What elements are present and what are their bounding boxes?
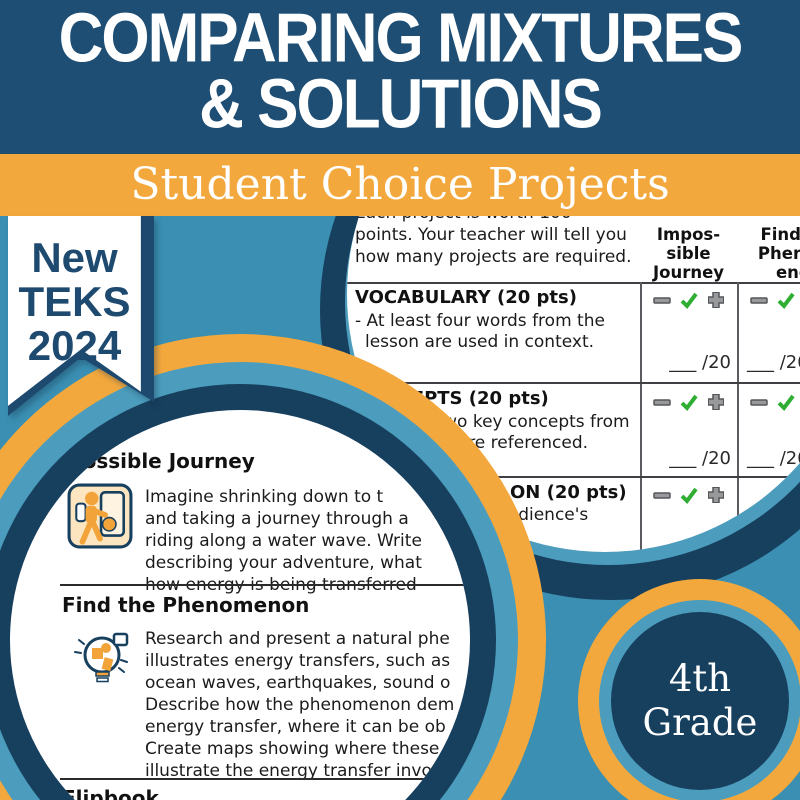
table-column-line <box>737 282 739 552</box>
score-blank: ___ /20 <box>747 352 800 373</box>
projects-document: Impossible Journey Imagine shrinking dow… <box>10 410 470 800</box>
rubric-row-bullet: lesson are used in context. <box>365 332 595 352</box>
rubric-row-title-fragment: ON (20 pts) <box>510 482 627 503</box>
table-top-line <box>347 282 800 284</box>
rubric-row-bullet: - At least four words from the <box>355 311 605 331</box>
score-icons <box>749 392 800 412</box>
ribbon-line: 2024 <box>27 322 122 369</box>
rubric-row-title: VOCABULARY (20 pts) <box>355 287 577 308</box>
minus-icon <box>750 297 768 304</box>
section-divider <box>60 778 470 780</box>
grade-badge: 4th Grade <box>611 612 789 790</box>
score-blank: ___ /20 <box>747 448 800 469</box>
title-band: COMPARING MIXTURES & SOLUTIONS <box>0 0 800 154</box>
project-heading: Impossible Journey <box>40 449 255 473</box>
project-heading: Flipbook <box>62 786 159 800</box>
minus-icon <box>653 492 671 499</box>
hiker-icon <box>67 483 133 549</box>
minus-icon <box>653 399 671 406</box>
check-icon <box>680 487 698 505</box>
subtitle-band: Student Choice Projects <box>0 154 800 216</box>
page-title: COMPARING MIXTURES & SOLUTIONS <box>58 0 744 144</box>
ribbon-line: TEKS <box>18 278 131 325</box>
new-teks-ribbon: New TEKS 2024 <box>8 216 154 418</box>
rubric-intro-line: how many projects are required. <box>355 247 632 267</box>
minus-icon <box>750 399 768 406</box>
plus-icon <box>708 292 724 308</box>
score-icons <box>652 290 726 310</box>
column-header-impossible-journey: Impos- sible Journey <box>652 225 725 282</box>
score-icons <box>749 290 800 310</box>
plus-icon <box>708 394 724 410</box>
check-icon <box>680 394 698 412</box>
check-icon <box>777 292 795 310</box>
table-row-line <box>347 382 800 384</box>
grade-badge-text: 4th Grade <box>642 657 758 744</box>
page-subtitle: Student Choice Projects <box>130 159 670 210</box>
score-blank: ___ /20 <box>669 352 731 373</box>
ribbon-line: New <box>31 234 118 281</box>
column-header-find-the-phenomenon: Find the Phenom- enon <box>757 225 800 282</box>
table-row-line <box>347 476 800 478</box>
section-divider <box>60 584 470 586</box>
plus-icon <box>708 487 724 503</box>
project-description: Research and present a natural phe illus… <box>145 629 455 781</box>
minus-icon <box>653 297 671 304</box>
project-description: Imagine shrinking down to t and taking a… <box>145 487 422 595</box>
score-blank: ___ /20 <box>669 448 731 469</box>
table-column-line <box>640 282 642 552</box>
check-icon <box>777 394 795 412</box>
project-heading: Find the Phenomenon <box>62 593 310 617</box>
score-icons <box>652 485 726 505</box>
score-icons <box>652 392 726 412</box>
check-icon <box>680 292 698 310</box>
rubric-intro-line: points. Your teacher will tell you <box>355 225 627 245</box>
lightbulb-puzzle-icon <box>74 632 129 683</box>
